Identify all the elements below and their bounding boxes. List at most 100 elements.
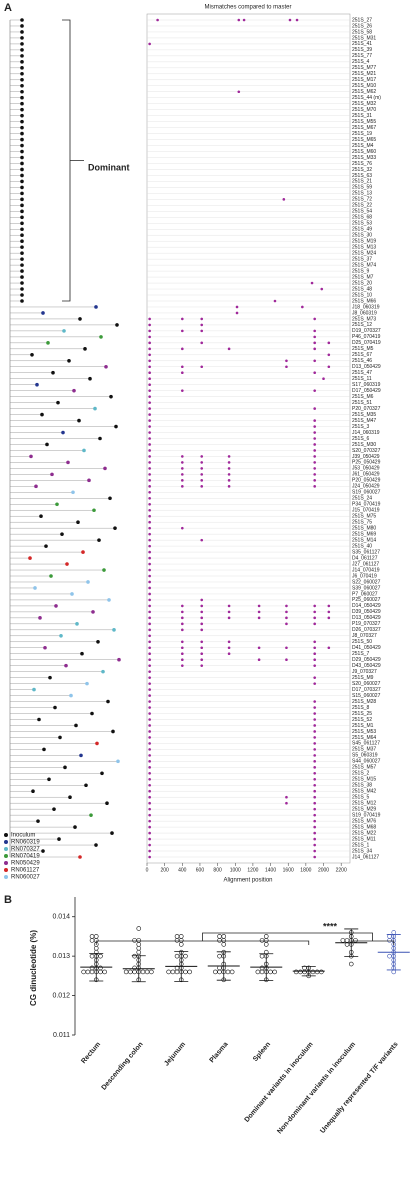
row-label: S19_070419: [352, 812, 381, 818]
data-point: [225, 969, 231, 975]
data-point: [136, 942, 142, 947]
mismatch: [148, 425, 151, 428]
data-point: [217, 965, 222, 971]
mismatch: [285, 604, 288, 608]
mismatch: [313, 706, 316, 709]
row-label: 251S_51: [352, 400, 372, 406]
row-label: D17_070327: [352, 687, 381, 693]
row-label: 251S_76: [352, 161, 372, 167]
mismatch: [148, 395, 151, 398]
leaf-dot: [20, 113, 24, 118]
data-point: [136, 926, 142, 931]
row-label: 251S_M75: [352, 514, 376, 520]
x-tick-label: 200: [160, 867, 169, 873]
data-point: [89, 965, 95, 971]
mismatch: [313, 742, 316, 745]
data-point: [136, 949, 142, 955]
mismatch: [313, 682, 316, 685]
mismatch: [181, 317, 184, 321]
row-label: 251S_M47: [352, 418, 376, 424]
row-label: 251S_M68: [352, 824, 376, 830]
leaf-dot: [20, 167, 24, 172]
legend-dot: [4, 875, 8, 879]
x-tick-label: 2200: [336, 867, 347, 873]
mismatch: [227, 616, 231, 620]
mismatch: [313, 837, 316, 841]
mismatch: [200, 329, 204, 333]
data-point: [174, 969, 180, 975]
mismatch: [313, 479, 316, 482]
row-label: 251S_M1: [352, 723, 374, 729]
row-label: 251S_26: [352, 23, 372, 29]
leaf-dot: [83, 347, 87, 351]
mismatch: [285, 365, 288, 369]
data-point: [344, 938, 350, 943]
row-label: 251S_M22: [352, 830, 376, 836]
leaf-dot: [103, 466, 107, 471]
mismatch: [148, 520, 151, 524]
mismatch: [200, 455, 204, 458]
leaf-dot: [100, 771, 104, 776]
mismatch: [257, 610, 261, 614]
mismatch: [313, 736, 316, 739]
mismatch: [313, 766, 316, 769]
row-label: 251S_53: [352, 221, 372, 227]
leaf-dot: [45, 442, 49, 447]
mismatch: [313, 431, 316, 434]
leaf-dot: [69, 693, 73, 698]
leaf-dot: [33, 586, 37, 590]
leaf-dot: [75, 622, 79, 626]
mismatch: [148, 801, 151, 805]
data-point: [387, 953, 392, 959]
mismatch: [148, 544, 151, 548]
leaf-dot: [20, 191, 24, 196]
mismatch: [148, 610, 151, 614]
leaf-dot: [20, 227, 24, 232]
mismatch: [285, 616, 288, 620]
mismatch: [148, 616, 151, 620]
mismatch: [227, 604, 231, 608]
mismatch: [181, 628, 184, 632]
mismatch: [181, 622, 184, 626]
leaf-dot: [35, 382, 39, 387]
mismatch: [148, 783, 151, 787]
data-point: [140, 969, 146, 975]
row-label: 251S_M70: [352, 107, 376, 113]
leaf-dot: [109, 394, 113, 399]
data-point: [298, 969, 303, 975]
leaf-dot: [20, 299, 24, 303]
mismatch: [148, 491, 151, 494]
leaf-dot: [48, 675, 52, 680]
mismatch: [327, 610, 331, 614]
mismatch: [313, 843, 316, 847]
sig-bracket: [95, 932, 395, 945]
mismatch: [200, 628, 204, 632]
mismatch: [148, 389, 151, 392]
mismatch: [227, 461, 231, 464]
mismatch: [181, 610, 184, 614]
data-point: [340, 938, 346, 943]
row-label: 251S_M17: [352, 77, 376, 83]
row-label: 251S_M55: [352, 119, 376, 125]
row-label: 251S_52: [352, 717, 372, 723]
leaf-dot: [108, 496, 112, 501]
leaf-dot: [20, 179, 24, 184]
mismatch: [285, 646, 288, 650]
mismatch: [148, 604, 151, 608]
row-label: 251S_M62: [352, 89, 376, 95]
row-label: 251S_2: [352, 771, 369, 777]
leaf-dot: [77, 418, 81, 423]
mismatch: [273, 299, 277, 303]
legend-label: RN070327: [11, 847, 40, 853]
mismatch: [148, 42, 151, 46]
mismatch: [313, 407, 316, 410]
leaf-dot: [68, 795, 72, 800]
leaf-dot: [30, 353, 34, 357]
leaf-dot: [104, 364, 108, 369]
row-label: D41_050429: [352, 645, 381, 651]
leaf-dot: [31, 789, 35, 794]
leaf-dot: [86, 580, 90, 584]
leaf-dot: [70, 592, 74, 596]
mismatch: [227, 467, 231, 470]
dominant-label: Dominant: [88, 162, 130, 172]
